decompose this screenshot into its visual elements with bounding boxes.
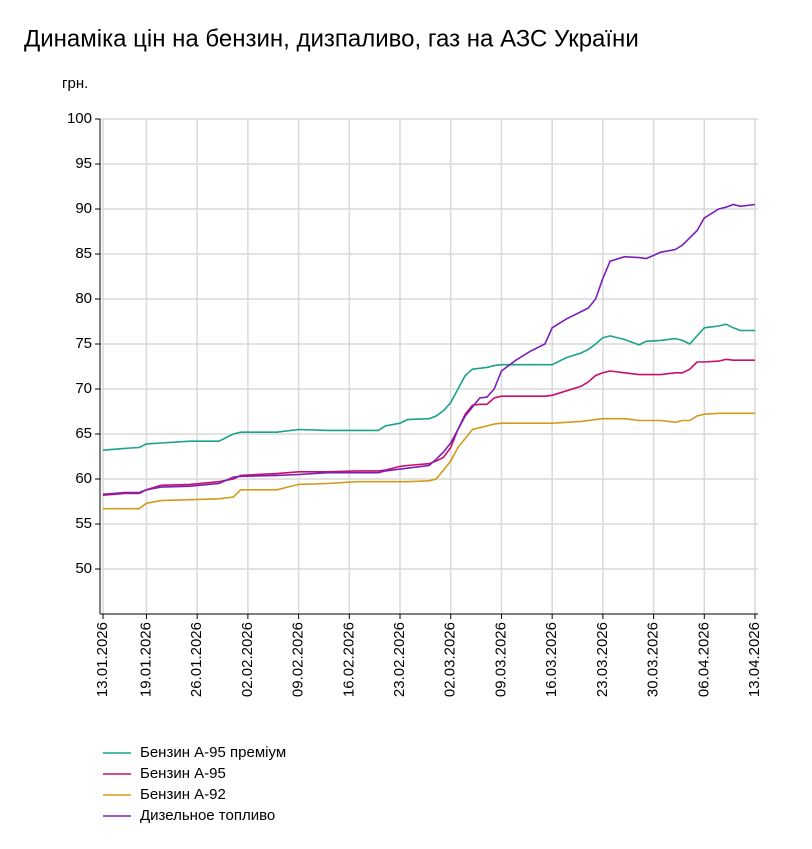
y-tick-label: 55 — [75, 515, 92, 532]
y-axis-label: грн. — [62, 75, 88, 92]
y-tick-label: 90 — [75, 200, 92, 217]
x-tick-label: 09.03.2026 — [492, 622, 509, 697]
x-tick-label: 16.02.2026 — [340, 622, 357, 697]
series-line — [103, 412, 755, 510]
y-tick-label: 70 — [75, 380, 92, 397]
x-tick-label: 06.04.2026 — [695, 622, 712, 697]
y-tick-label: 85 — [75, 245, 92, 262]
y-tick-label: 50 — [75, 560, 92, 577]
x-tick-label: 09.02.2026 — [290, 622, 307, 697]
x-tick-label: 16.03.2026 — [543, 622, 560, 697]
y-tick-label: 100 — [67, 110, 92, 127]
y-tick-label: 65 — [75, 425, 92, 442]
legend-label: Дизельное топливо — [140, 807, 275, 824]
x-tick-label: 13.01.2026 — [94, 622, 111, 697]
y-tick-label: 60 — [75, 470, 92, 487]
legend-label: Бензин А-95 преміум — [140, 744, 286, 761]
x-tick-label: 23.03.2026 — [594, 622, 611, 697]
x-tick-label: 30.03.2026 — [645, 622, 662, 697]
x-tick-label: 02.02.2026 — [239, 622, 256, 697]
legend-label: Бензин А-95 — [140, 765, 226, 782]
chart-title: Динаміка цін на бензин, дизпаливо, газ н… — [24, 25, 639, 52]
x-tick-label: 26.01.2026 — [188, 622, 205, 697]
series-line — [102, 358, 755, 496]
x-tick-label: 19.01.2026 — [137, 622, 154, 697]
y-tick-label: 95 — [75, 155, 92, 172]
series-line — [102, 323, 755, 451]
x-tick-label: 13.04.2026 — [746, 622, 763, 697]
y-tick-label: 80 — [75, 290, 92, 307]
y-tick-label: 75 — [75, 335, 92, 352]
x-tick-label: 02.03.2026 — [442, 622, 459, 697]
x-tick-label: 23.02.2026 — [391, 622, 408, 697]
series-line — [102, 203, 756, 496]
legend-label: Бензин А-92 — [140, 786, 226, 803]
